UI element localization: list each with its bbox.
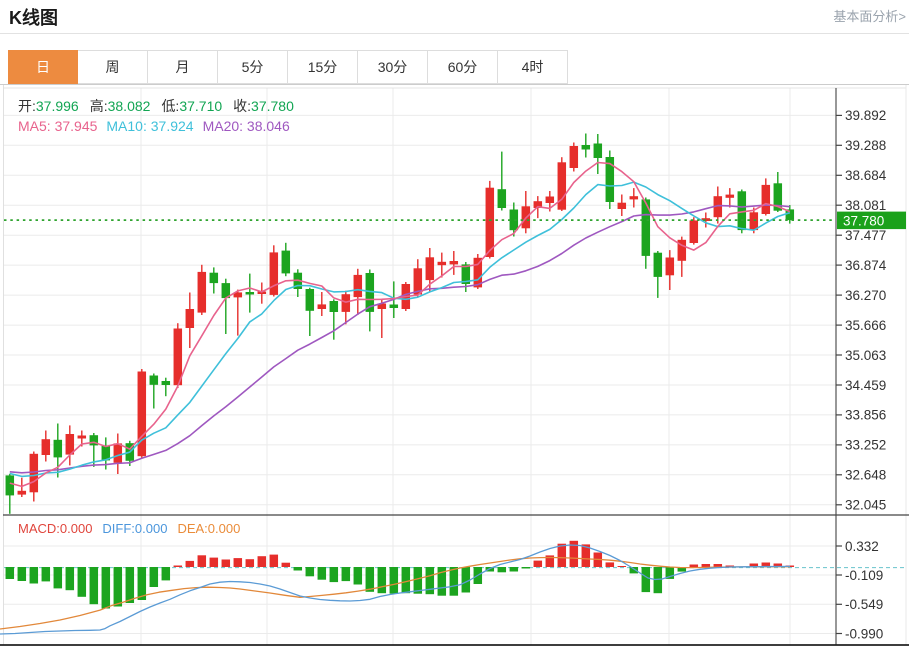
svg-text:36.874: 36.874	[845, 258, 887, 273]
svg-text:38.081: 38.081	[845, 198, 886, 213]
svg-text:34.459: 34.459	[845, 378, 886, 393]
svg-text:35.063: 35.063	[845, 348, 886, 363]
svg-text:32.045: 32.045	[845, 498, 886, 513]
svg-text:37.477: 37.477	[845, 228, 886, 243]
svg-text:-0.990: -0.990	[845, 626, 883, 641]
svg-text:37.780: 37.780	[843, 213, 884, 228]
svg-text:35.666: 35.666	[845, 318, 886, 333]
svg-text:0.332: 0.332	[845, 539, 879, 554]
svg-text:39.892: 39.892	[845, 108, 886, 123]
svg-text:32.648: 32.648	[845, 468, 886, 483]
svg-text:33.856: 33.856	[845, 408, 886, 423]
svg-text:38.684: 38.684	[845, 168, 887, 183]
svg-text:36.270: 36.270	[845, 288, 886, 303]
svg-text:-0.549: -0.549	[845, 597, 883, 612]
svg-text:-0.109: -0.109	[845, 568, 883, 583]
svg-text:33.252: 33.252	[845, 438, 886, 453]
svg-text:39.288: 39.288	[845, 138, 886, 153]
